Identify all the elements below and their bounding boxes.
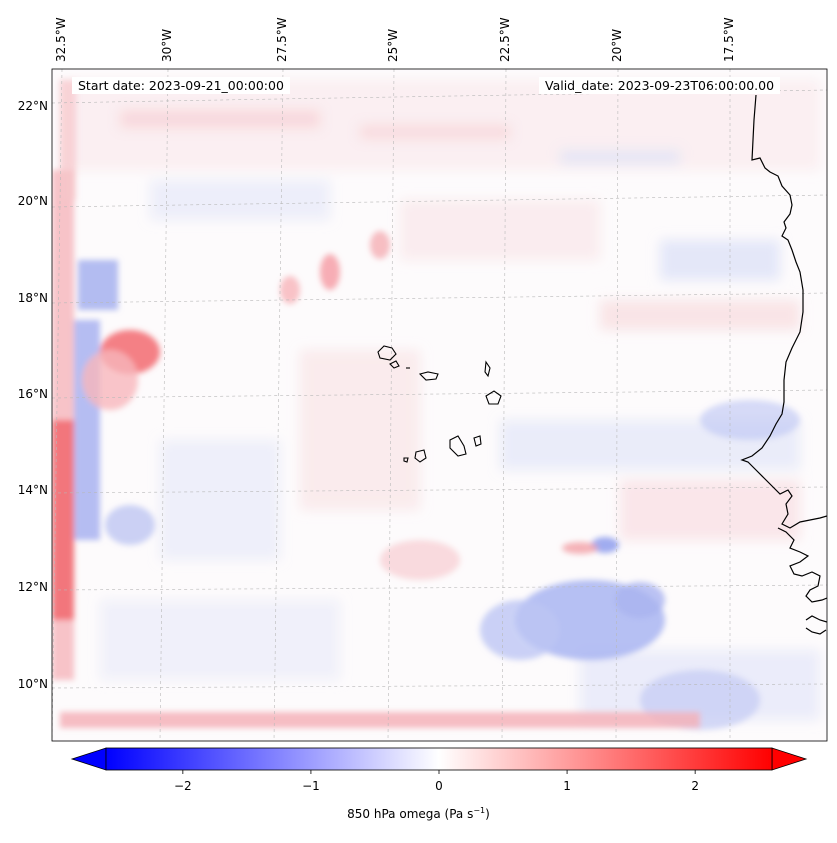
colorbar-extend-low <box>70 747 107 771</box>
omega-field <box>52 69 827 741</box>
latitude-label: 18°N <box>17 291 48 305</box>
valid-date-label: Valid_date: 2023-09-23T06:00:00.00 <box>539 77 781 94</box>
colorbar-tick-marks <box>182 770 696 774</box>
omega-texture <box>60 80 820 720</box>
colorbar-tick-label: 2 <box>691 779 699 793</box>
cape-verde-islands <box>377 345 502 463</box>
colorbar-label-unit-exponent: −1 <box>473 806 486 815</box>
gridlines <box>52 69 827 741</box>
longitude-label: 17.5°W <box>722 17 736 62</box>
longitude-label: 25°W <box>386 28 400 62</box>
longitude-label: 30°W <box>160 28 174 62</box>
colorbar-label: 850 hPa omega (Pa s−1) <box>0 806 837 821</box>
colorbar-tick-label: −2 <box>173 779 192 793</box>
latitude-label: 20°N <box>17 194 48 208</box>
colorbar-tick-label: −1 <box>302 779 320 793</box>
omega-features <box>52 80 800 730</box>
longitude-label: 32.5°W <box>54 17 68 62</box>
longitude-label: 22.5°W <box>498 17 512 62</box>
longitude-label: 27.5°W <box>275 17 289 62</box>
colorbar-body <box>105 747 773 771</box>
latitude-label: 22°N <box>17 99 48 113</box>
colorbar-tick-label: 0 <box>435 779 443 793</box>
start-date-label: Start date: 2023-09-21_00:00:00 <box>72 77 290 94</box>
colorbar-label-text: 850 hPa omega (Pa s <box>347 807 474 821</box>
colorbar-extend-high <box>771 747 808 771</box>
map-frame <box>51 68 828 742</box>
africa-coastline <box>740 94 827 635</box>
longitude-label: 20°W <box>610 28 624 62</box>
colorbar-label-end: ) <box>485 807 490 821</box>
colorbar-tick-label: 1 <box>563 779 571 793</box>
colorbar <box>70 747 808 774</box>
latitude-label: 10°N <box>17 677 48 691</box>
latitude-label: 14°N <box>17 483 48 497</box>
latitude-label: 12°N <box>17 580 48 594</box>
latitude-label: 16°N <box>17 387 48 401</box>
